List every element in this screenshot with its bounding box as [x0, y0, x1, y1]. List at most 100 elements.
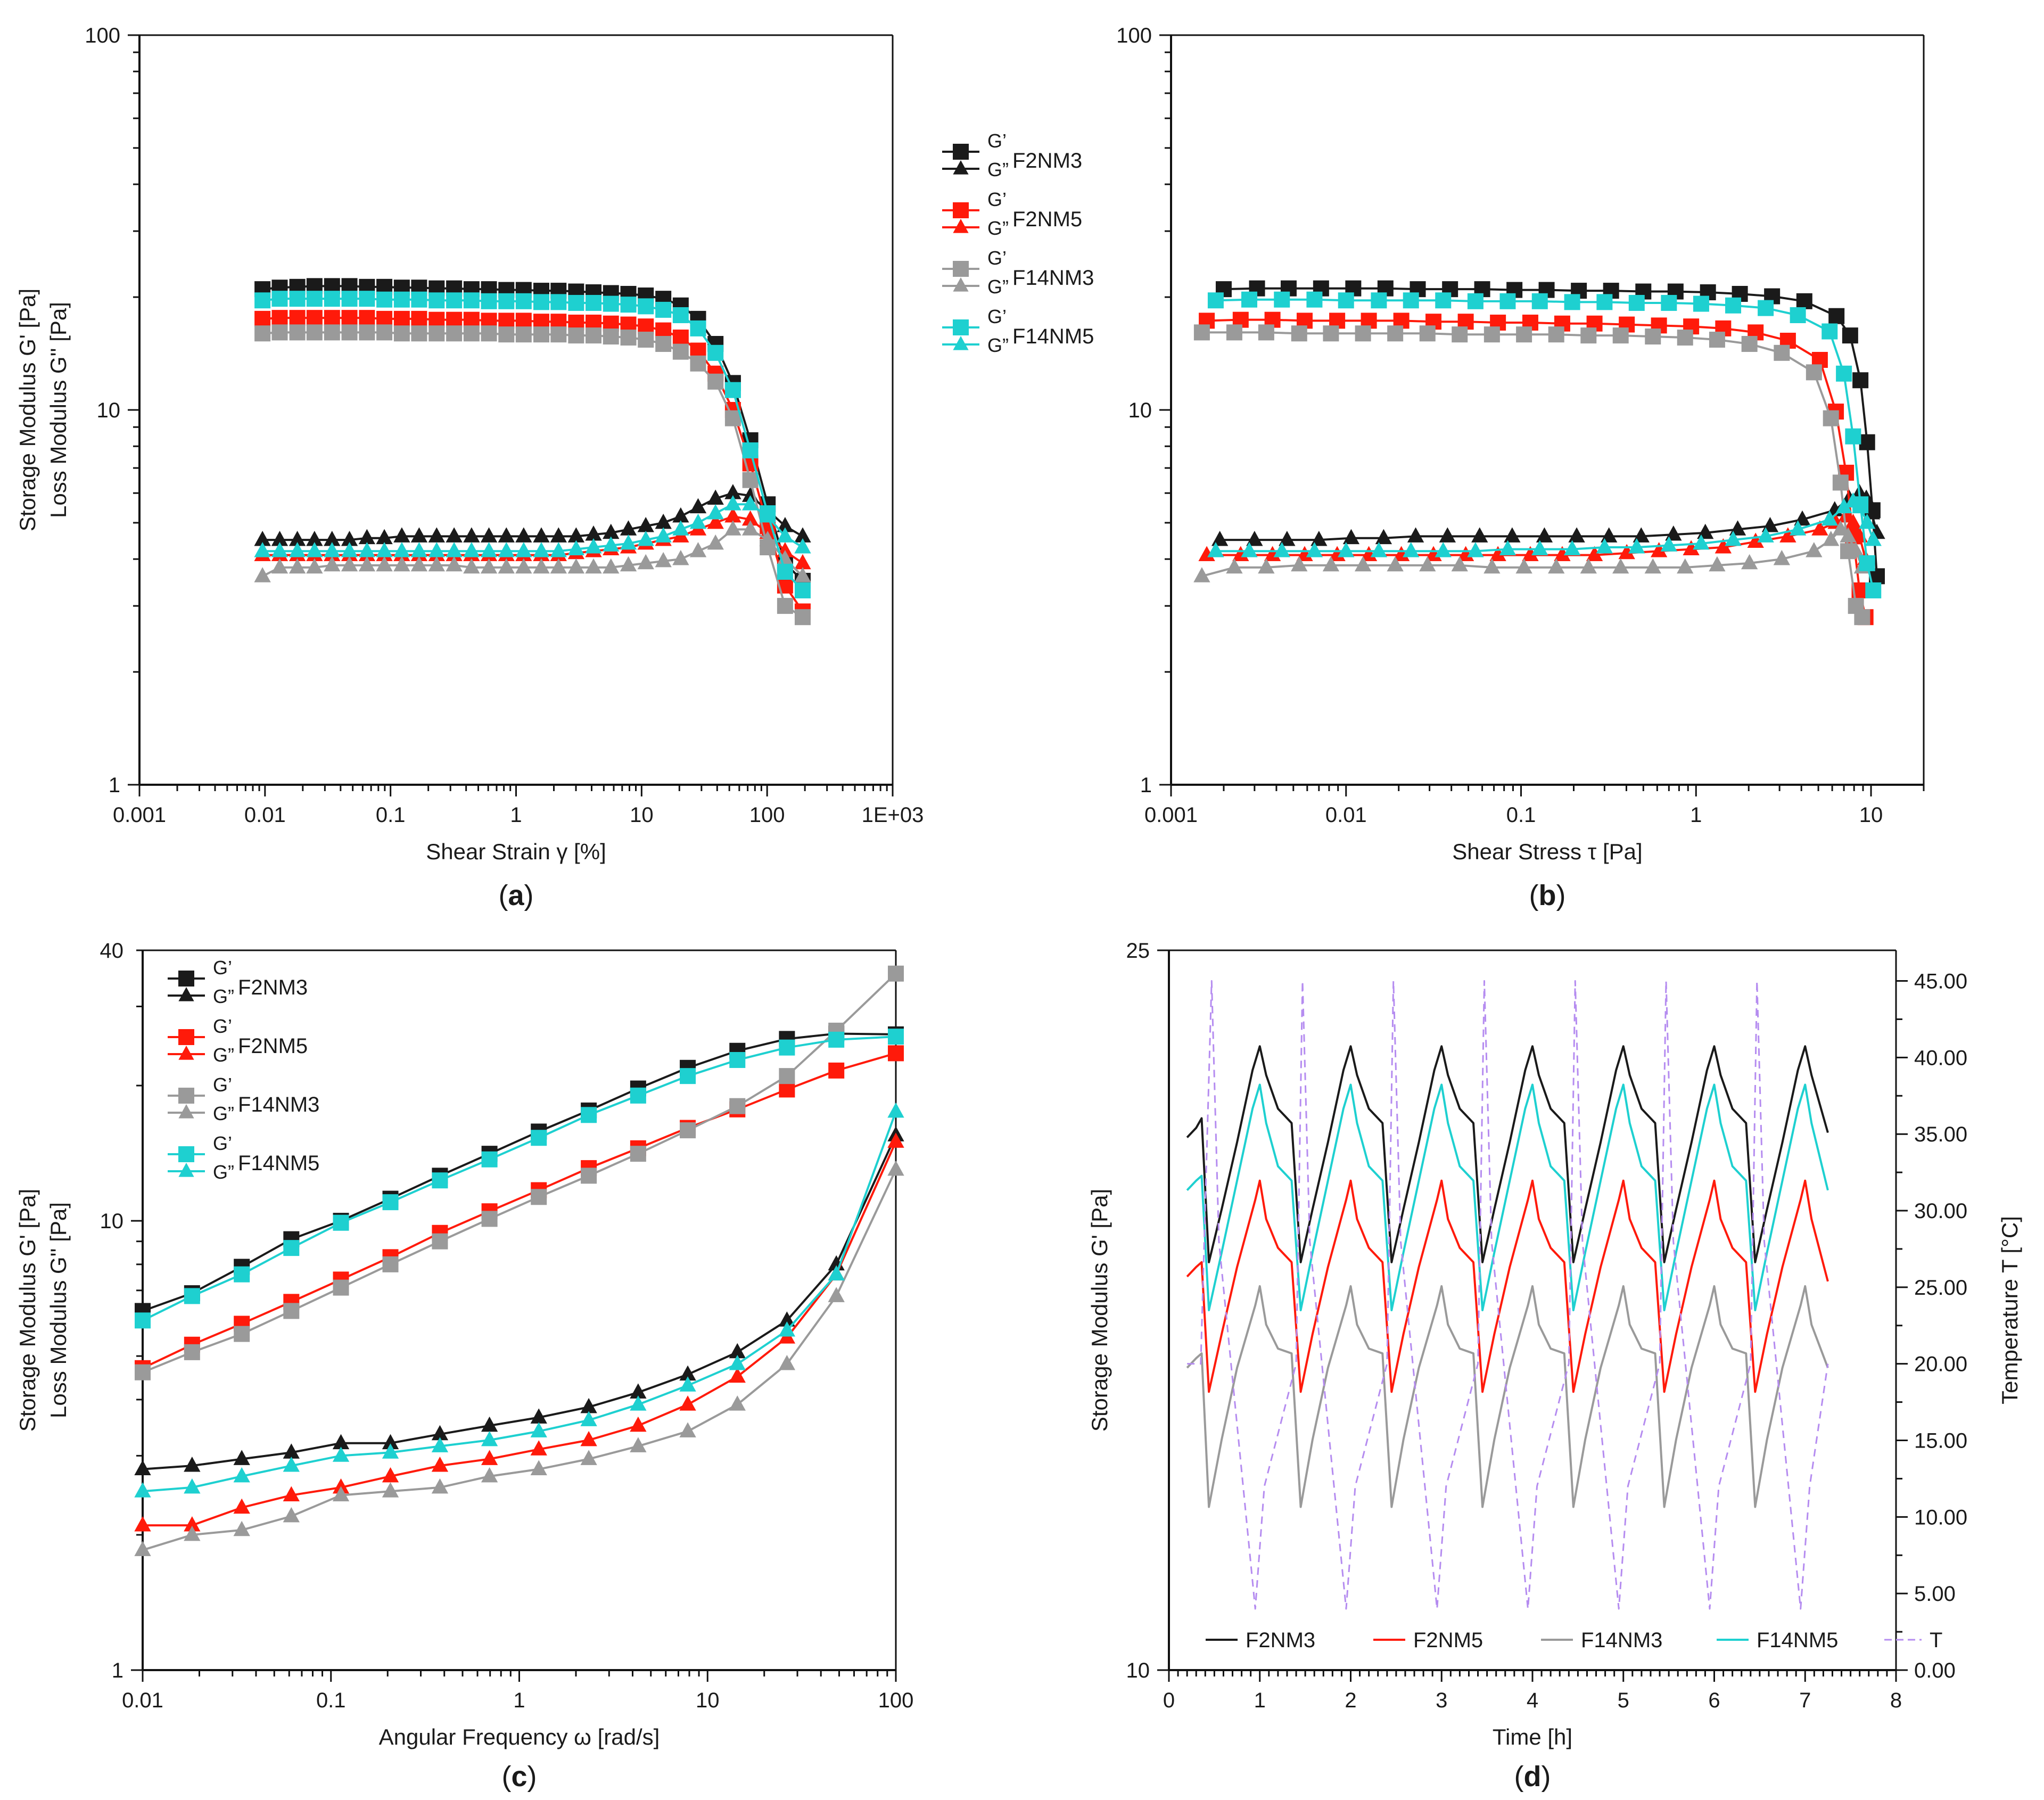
- square-marker: [586, 327, 602, 344]
- y-axis-title-storage: Storage Modulus G' [Pa]: [15, 1189, 40, 1432]
- legend-series-name: F2NM3: [1246, 1629, 1315, 1652]
- triangle-marker: [689, 542, 707, 557]
- square-marker: [603, 328, 619, 345]
- triangle-marker: [324, 531, 341, 546]
- triangle-marker: [498, 527, 515, 543]
- square-marker: [550, 326, 567, 343]
- triangle-marker: [382, 1482, 399, 1498]
- legend-series-name: F2NM3: [1012, 149, 1082, 172]
- triangle-marker: [1633, 527, 1650, 543]
- square-marker: [672, 330, 689, 346]
- triangle-marker: [580, 1450, 597, 1465]
- x-tick-label: 6: [1708, 1689, 1720, 1712]
- triangle-marker: [1322, 556, 1340, 572]
- triangle-marker: [1757, 527, 1774, 543]
- square-marker: [393, 310, 410, 327]
- triangle-marker: [550, 527, 567, 543]
- square-marker: [498, 293, 515, 309]
- series-F2NM5: [1186, 1179, 1829, 1393]
- triangle-marker: [1504, 527, 1521, 543]
- legend-g-prime-label: G’: [987, 188, 1007, 210]
- square-marker: [184, 1288, 200, 1304]
- triangle-marker: [306, 531, 323, 546]
- triangle-marker: [498, 558, 515, 574]
- series-F2NM3: [1186, 1045, 1829, 1263]
- square-marker: [446, 292, 463, 309]
- triangle-marker: [446, 542, 463, 557]
- y2-tick-label: 45.00: [1914, 970, 1967, 993]
- triangle-marker: [1354, 556, 1372, 572]
- square-marker: [638, 298, 654, 315]
- legend-item: G’ G” F14NM3: [168, 1074, 319, 1124]
- triangle-marker: [428, 542, 445, 557]
- legend-g-double-label: G”: [213, 1103, 234, 1124]
- y2-tick-label: 40.00: [1914, 1046, 1967, 1070]
- square-marker: [1274, 291, 1290, 308]
- square-marker: [655, 336, 672, 352]
- square-marker: [680, 1068, 696, 1084]
- square-marker: [1580, 327, 1597, 344]
- square-marker: [289, 291, 306, 307]
- series-line: [142, 1035, 896, 1322]
- triangle-marker: [1279, 531, 1296, 546]
- legend-g-double-label: G”: [987, 217, 1009, 239]
- x-tick-label: 3: [1436, 1689, 1447, 1712]
- series-line: [142, 1135, 897, 1470]
- square-marker: [729, 1098, 746, 1114]
- series-line: [1187, 980, 1829, 1610]
- y-tick-label: 1: [109, 774, 120, 797]
- triangle-marker: [376, 529, 393, 545]
- square-marker: [411, 310, 427, 327]
- triangle-marker: [778, 1354, 796, 1370]
- triangle-marker: [428, 556, 445, 572]
- triangle-marker: [603, 536, 620, 552]
- square-marker: [1859, 434, 1875, 450]
- y-tick-label: 40: [100, 939, 124, 963]
- triangle-marker: [887, 1102, 904, 1118]
- triangle-marker: [1246, 531, 1263, 546]
- square-marker: [1806, 364, 1822, 381]
- triangle-marker: [332, 1486, 350, 1501]
- square-marker: [1548, 326, 1564, 343]
- panel-label: (a): [498, 880, 533, 911]
- square-marker: [515, 293, 532, 309]
- square-marker: [1845, 428, 1861, 445]
- triangle-marker: [271, 531, 289, 546]
- square-marker: [184, 1344, 200, 1360]
- square-marker: [324, 324, 340, 341]
- square-marker: [178, 971, 194, 987]
- square-marker: [341, 291, 358, 307]
- triangle-marker: [1499, 540, 1516, 556]
- triangle-marker: [376, 542, 393, 557]
- y2-axis-title: Temperature T [°C]: [1997, 1216, 2022, 1404]
- triangle-marker: [332, 1434, 350, 1450]
- triangle-marker: [887, 1132, 904, 1148]
- triangle-marker: [481, 1450, 498, 1465]
- square-marker: [586, 294, 602, 311]
- triangle-marker: [1451, 556, 1468, 572]
- square-marker: [1725, 297, 1742, 314]
- panel-label: (b): [1529, 880, 1566, 911]
- square-marker: [1226, 324, 1242, 341]
- triangle-marker: [794, 554, 811, 570]
- square-marker: [178, 1029, 194, 1045]
- square-marker: [498, 313, 515, 329]
- square-marker: [1387, 325, 1404, 342]
- square-marker: [777, 598, 793, 614]
- triangle-marker: [1563, 540, 1581, 556]
- square-marker: [1564, 294, 1580, 310]
- triangle-marker: [283, 1457, 300, 1472]
- square-marker: [1419, 325, 1436, 342]
- triangle-marker: [580, 1431, 597, 1446]
- square-marker: [1531, 293, 1548, 309]
- triangle-marker: [283, 1486, 300, 1501]
- legend-series-name: F14NM5: [1757, 1629, 1838, 1652]
- panel-label-close: ): [524, 880, 534, 911]
- triangle-marker: [178, 1104, 194, 1119]
- square-marker: [1796, 293, 1812, 309]
- panel-label-close: ): [1556, 880, 1566, 911]
- triangle-marker: [1677, 558, 1694, 574]
- triangle-marker: [679, 1376, 696, 1392]
- series-line: [1186, 1083, 1829, 1311]
- square-marker: [1467, 293, 1483, 309]
